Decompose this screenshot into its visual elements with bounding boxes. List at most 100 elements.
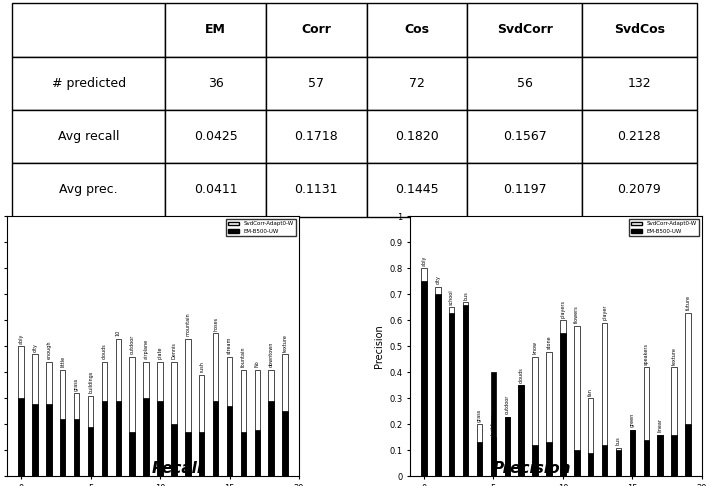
Bar <box>518 385 524 476</box>
Text: fountain: fountain <box>241 347 246 367</box>
Bar <box>74 393 79 476</box>
Bar <box>560 320 566 476</box>
Bar <box>18 347 24 476</box>
Bar <box>46 362 52 476</box>
Legend: SvdCorr-Adapt0-W, EM-B500-UW: SvdCorr-Adapt0-W, EM-B500-UW <box>629 219 699 236</box>
Bar <box>491 437 496 476</box>
Bar <box>476 424 482 476</box>
Bar <box>60 370 65 476</box>
Bar <box>491 372 496 476</box>
Bar <box>255 430 260 476</box>
Bar <box>630 430 635 476</box>
Bar <box>74 419 79 476</box>
Text: buildings: buildings <box>491 413 496 434</box>
Bar <box>685 312 691 476</box>
Bar <box>269 401 274 476</box>
Bar <box>143 362 149 476</box>
Text: rush: rush <box>199 362 204 372</box>
Bar <box>157 401 163 476</box>
Bar <box>32 403 38 476</box>
Text: flowers: flowers <box>574 305 579 323</box>
Bar <box>213 401 218 476</box>
Bar <box>435 287 440 476</box>
Bar <box>463 305 469 476</box>
Bar <box>644 367 649 476</box>
Bar <box>101 401 107 476</box>
Text: city: city <box>435 275 440 284</box>
Bar <box>574 451 579 476</box>
Y-axis label: Precision: Precision <box>374 325 384 368</box>
Text: ably: ably <box>18 333 23 344</box>
Text: hoses: hoses <box>213 316 218 331</box>
Bar <box>421 281 427 476</box>
Bar <box>171 362 177 476</box>
Bar <box>255 370 260 476</box>
Text: fan: fan <box>588 388 593 396</box>
Bar <box>671 434 677 476</box>
Text: Dennis: Dennis <box>172 343 177 359</box>
Text: know: know <box>532 341 537 354</box>
Text: airplane: airplane <box>144 339 149 359</box>
Bar <box>476 442 482 476</box>
Text: players: players <box>560 300 565 318</box>
Bar <box>269 370 274 476</box>
Bar <box>602 323 608 476</box>
Text: speakers: speakers <box>644 343 649 364</box>
Text: 10: 10 <box>116 330 121 336</box>
Bar <box>685 424 691 476</box>
Bar <box>588 399 593 476</box>
Bar <box>18 399 24 476</box>
Text: stream: stream <box>227 337 232 354</box>
Bar <box>449 307 454 476</box>
Bar <box>88 396 94 476</box>
Text: clouds: clouds <box>519 367 524 383</box>
Bar <box>116 401 121 476</box>
Bar <box>199 375 204 476</box>
Bar <box>505 417 510 476</box>
Text: bus: bus <box>616 436 621 445</box>
Bar <box>88 427 94 476</box>
Text: No: No <box>255 361 259 367</box>
Text: future: future <box>686 295 691 310</box>
Bar <box>282 411 288 476</box>
Text: outdoor: outdoor <box>505 395 510 414</box>
Bar <box>435 295 440 476</box>
Bar <box>630 430 635 476</box>
Bar <box>421 268 427 476</box>
Text: grass: grass <box>477 408 482 422</box>
Text: outdoor: outdoor <box>130 335 135 354</box>
Bar <box>143 399 149 476</box>
Bar <box>602 445 608 476</box>
Text: downtown: downtown <box>269 342 274 367</box>
Text: player: player <box>602 305 607 320</box>
Bar <box>240 432 246 476</box>
Bar <box>546 351 552 476</box>
Text: little: little <box>60 356 65 367</box>
Bar <box>227 357 233 476</box>
Bar <box>644 440 649 476</box>
Bar <box>240 370 246 476</box>
Bar <box>657 434 663 476</box>
Bar <box>560 333 566 476</box>
Text: grass: grass <box>74 377 79 391</box>
Bar <box>588 453 593 476</box>
Bar <box>505 417 510 476</box>
Text: texture: texture <box>671 347 676 364</box>
Text: ably: ably <box>421 256 426 266</box>
Bar <box>463 302 469 476</box>
Bar <box>449 312 454 476</box>
Bar <box>32 354 38 476</box>
Bar <box>130 432 135 476</box>
Bar <box>101 362 107 476</box>
Bar <box>518 385 524 476</box>
Bar <box>157 362 163 476</box>
Bar <box>116 339 121 476</box>
Bar <box>532 445 538 476</box>
Bar <box>185 339 191 476</box>
Text: linear: linear <box>658 418 663 432</box>
Bar <box>60 419 65 476</box>
Bar <box>199 432 204 476</box>
Text: mountain: mountain <box>185 312 190 336</box>
Text: clouds: clouds <box>102 344 107 359</box>
Bar <box>46 403 52 476</box>
